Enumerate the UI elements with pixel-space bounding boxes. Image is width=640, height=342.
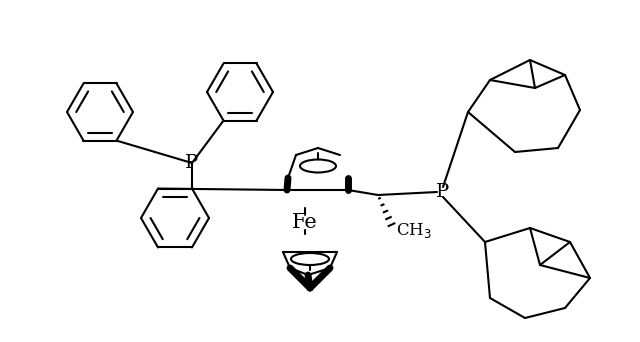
Text: Fe: Fe <box>292 212 318 232</box>
Text: P: P <box>186 154 198 172</box>
Text: P: P <box>436 183 450 201</box>
Text: CH$_3$: CH$_3$ <box>396 221 432 239</box>
